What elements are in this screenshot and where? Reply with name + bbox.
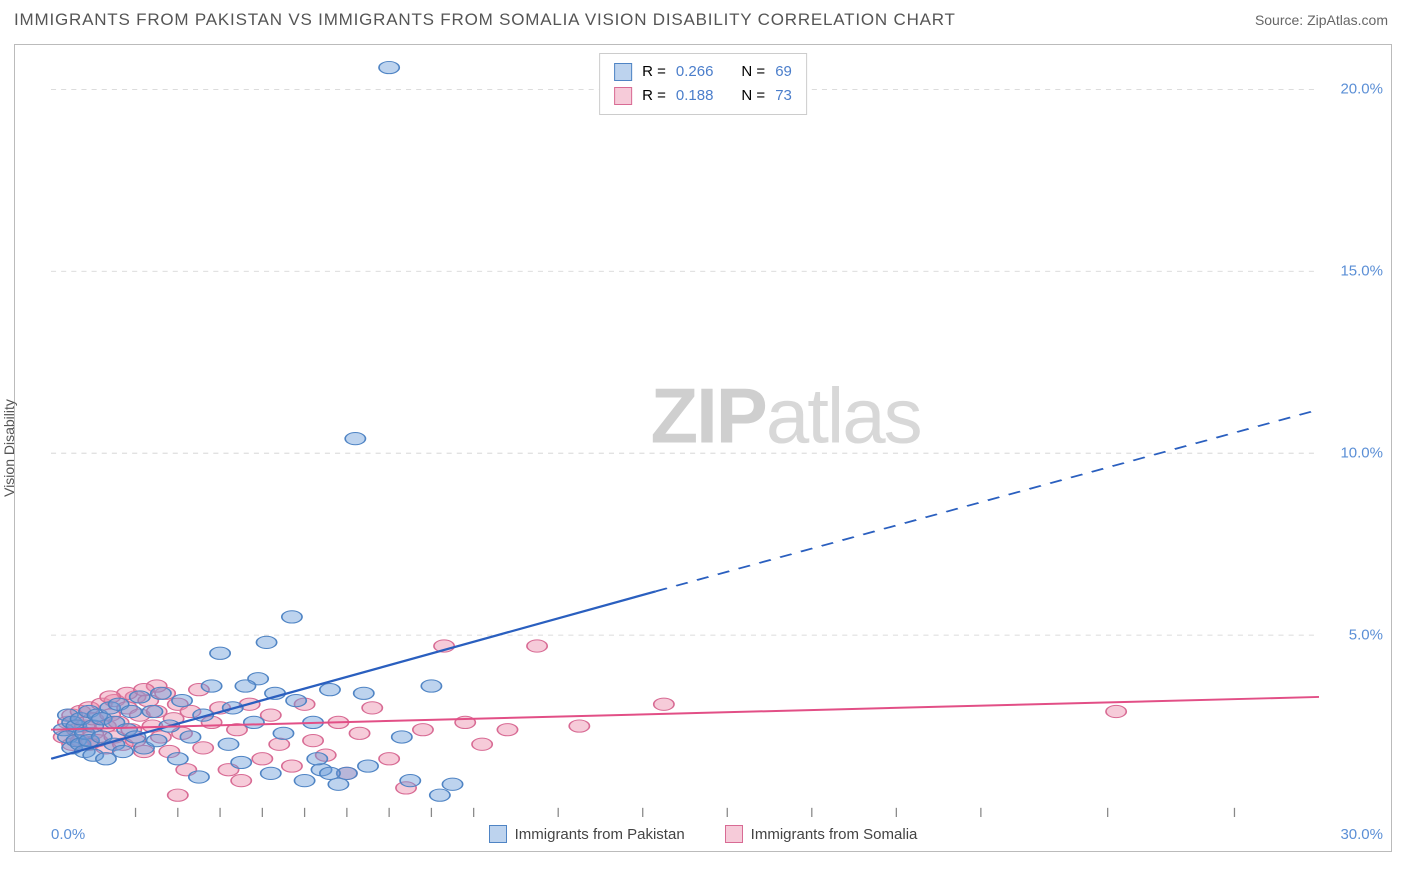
r-value-b: 0.188 [676,84,714,108]
swatch-blue [614,63,632,81]
n-value-b: 73 [775,84,792,108]
n-value-a: 69 [775,60,792,84]
chart-title: IMMIGRANTS FROM PAKISTAN VS IMMIGRANTS F… [14,10,956,30]
y-tick-label: 20.0% [1340,81,1383,98]
legend-label-b: Immigrants from Somalia [751,826,918,843]
y-tick-label: 10.0% [1340,445,1383,462]
source-label: Source: ZipAtlas.com [1255,12,1388,28]
legend-series: Immigrants from Pakistan Immigrants from… [15,825,1391,843]
swatch-pink [614,87,632,105]
y-tick-label: 15.0% [1340,263,1383,280]
y-axis-label: Vision Disability [1,399,17,497]
legend-label-a: Immigrants from Pakistan [515,826,685,843]
legend-stats: R = 0.266 N = 69 R = 0.188 N = 73 [599,53,807,115]
y-tick-label: 5.0% [1349,627,1383,644]
plot-area [51,53,1319,817]
chart-container: Vision Disability ZIPatlas R = 0.266 N =… [14,44,1392,852]
swatch-pink-icon [725,825,743,843]
swatch-blue-icon [489,825,507,843]
r-value-a: 0.266 [676,60,714,84]
